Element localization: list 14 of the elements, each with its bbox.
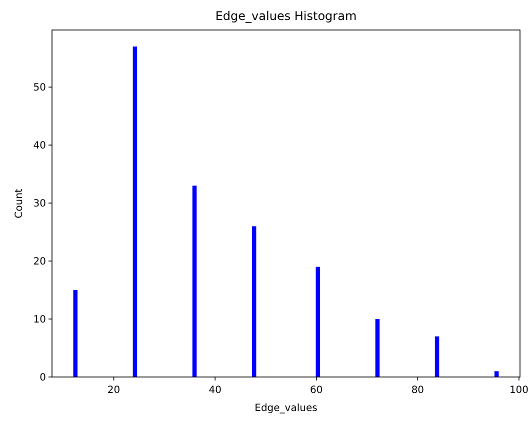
x-tick-label: 20 xyxy=(107,385,120,396)
y-tick-label: 10 xyxy=(33,314,46,326)
x-tick-label: 40 xyxy=(208,385,222,396)
y-tick-label: 50 xyxy=(33,82,46,94)
y-axis-title: Count xyxy=(14,188,25,218)
y-tick-label: 0 xyxy=(40,372,46,384)
chart-title: Edge_values Histogram xyxy=(215,9,357,23)
x-tick-label: 100 xyxy=(509,385,529,396)
y-tick-label: 30 xyxy=(33,198,46,210)
y-tick-label: 40 xyxy=(33,140,46,152)
y-tick-label: 20 xyxy=(33,256,46,268)
x-tick-label: 60 xyxy=(310,385,323,396)
x-tick-label: 80 xyxy=(411,385,424,396)
x-axis-title: Edge_values xyxy=(254,403,318,414)
